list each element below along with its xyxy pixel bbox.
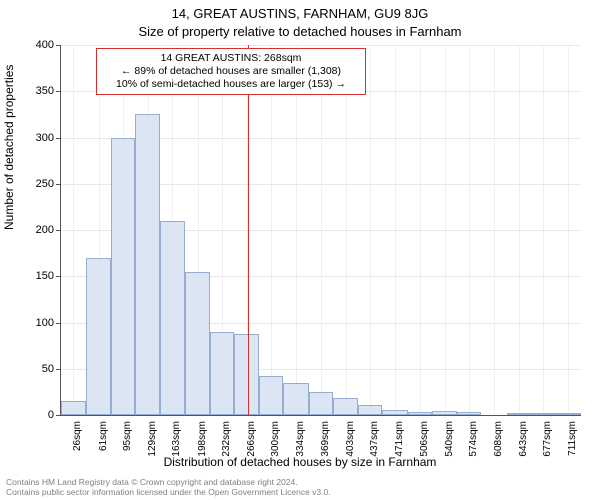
x-tick-label: 95sqm bbox=[122, 421, 133, 461]
y-tick-mark bbox=[56, 45, 60, 46]
y-tick-mark bbox=[56, 276, 60, 277]
x-tick-label: 471sqm bbox=[394, 421, 405, 461]
histogram-bar bbox=[333, 398, 358, 415]
gridline-v bbox=[321, 45, 322, 415]
x-tick-label: 163sqm bbox=[171, 421, 182, 461]
x-tick-label: 643sqm bbox=[518, 421, 529, 461]
histogram-bar bbox=[259, 376, 284, 415]
histogram-bar bbox=[309, 392, 334, 415]
histogram-bar bbox=[160, 221, 185, 415]
x-tick-label: 677sqm bbox=[542, 421, 553, 461]
y-tick-mark bbox=[56, 184, 60, 185]
x-tick-label: 300sqm bbox=[270, 421, 281, 461]
y-tick-label: 350 bbox=[14, 85, 54, 97]
x-tick-label: 711sqm bbox=[567, 421, 578, 461]
histogram-bar bbox=[61, 401, 86, 415]
y-tick-label: 300 bbox=[14, 132, 54, 144]
x-tick-label: 437sqm bbox=[369, 421, 380, 461]
chart-title-sub: Size of property relative to detached ho… bbox=[0, 24, 600, 39]
histogram-bar bbox=[408, 412, 433, 415]
y-tick-mark bbox=[56, 415, 60, 416]
x-tick-label: 403sqm bbox=[345, 421, 356, 461]
histogram-bar bbox=[185, 272, 210, 415]
y-tick-mark bbox=[56, 323, 60, 324]
footer-attribution: Contains HM Land Registry data © Crown c… bbox=[6, 478, 331, 498]
x-tick-label: 608sqm bbox=[493, 421, 504, 461]
x-tick-label: 266sqm bbox=[246, 421, 257, 461]
gridline-v bbox=[519, 45, 520, 415]
reference-line bbox=[248, 45, 249, 415]
y-tick-label: 100 bbox=[14, 317, 54, 329]
gridline-v bbox=[370, 45, 371, 415]
annotation-line1: 14 GREAT AUSTINS: 268sqm bbox=[103, 52, 359, 65]
y-tick-label: 150 bbox=[14, 270, 54, 282]
gridline-v bbox=[271, 45, 272, 415]
gridline-v bbox=[296, 45, 297, 415]
y-tick-label: 200 bbox=[14, 224, 54, 236]
chart-title-main: 14, GREAT AUSTINS, FARNHAM, GU9 8JG bbox=[0, 6, 600, 21]
histogram-bar bbox=[507, 413, 532, 415]
gridline-v bbox=[543, 45, 544, 415]
gridline-v bbox=[395, 45, 396, 415]
y-tick-label: 400 bbox=[14, 39, 54, 51]
x-tick-label: 369sqm bbox=[320, 421, 331, 461]
x-tick-label: 334sqm bbox=[295, 421, 306, 461]
histogram-bar bbox=[531, 413, 556, 415]
x-tick-label: 540sqm bbox=[444, 421, 455, 461]
annotation-line2: ← 89% of detached houses are smaller (1,… bbox=[103, 65, 359, 78]
histogram-bar bbox=[382, 410, 407, 415]
histogram-bar bbox=[234, 334, 259, 415]
annotation-line3: 10% of semi-detached houses are larger (… bbox=[103, 78, 359, 91]
y-tick-label: 0 bbox=[14, 409, 54, 421]
annotation-box: 14 GREAT AUSTINS: 268sqm← 89% of detache… bbox=[96, 48, 366, 95]
x-tick-label: 26sqm bbox=[72, 421, 83, 461]
x-tick-label: 61sqm bbox=[98, 421, 109, 461]
plot-area: 14 GREAT AUSTINS: 268sqm← 89% of detache… bbox=[60, 45, 581, 416]
y-tick-mark bbox=[56, 369, 60, 370]
histogram-bar bbox=[283, 383, 308, 415]
gridline-v bbox=[346, 45, 347, 415]
y-tick-mark bbox=[56, 230, 60, 231]
gridline-v bbox=[420, 45, 421, 415]
x-tick-label: 129sqm bbox=[147, 421, 158, 461]
y-tick-label: 50 bbox=[14, 363, 54, 375]
x-tick-label: 506sqm bbox=[419, 421, 430, 461]
histogram-bar bbox=[111, 138, 136, 416]
histogram-bar bbox=[432, 411, 457, 415]
x-tick-label: 232sqm bbox=[221, 421, 232, 461]
y-tick-label: 250 bbox=[14, 178, 54, 190]
x-tick-label: 198sqm bbox=[197, 421, 208, 461]
gridline-v bbox=[73, 45, 74, 415]
footer-line1: Contains HM Land Registry data © Crown c… bbox=[6, 477, 298, 487]
gridline-v bbox=[494, 45, 495, 415]
histogram-bar bbox=[135, 114, 160, 415]
histogram-bar bbox=[358, 405, 383, 415]
chart-container: 14, GREAT AUSTINS, FARNHAM, GU9 8JG Size… bbox=[0, 0, 600, 500]
gridline-v bbox=[445, 45, 446, 415]
gridline-v bbox=[469, 45, 470, 415]
histogram-bar bbox=[210, 332, 235, 415]
histogram-bar bbox=[457, 412, 482, 415]
x-tick-label: 574sqm bbox=[468, 421, 479, 461]
footer-line2: Contains public sector information licen… bbox=[6, 487, 331, 497]
gridline-v bbox=[568, 45, 569, 415]
histogram-bar bbox=[556, 413, 581, 415]
y-tick-mark bbox=[56, 91, 60, 92]
histogram-bar bbox=[86, 258, 111, 415]
y-tick-mark bbox=[56, 138, 60, 139]
